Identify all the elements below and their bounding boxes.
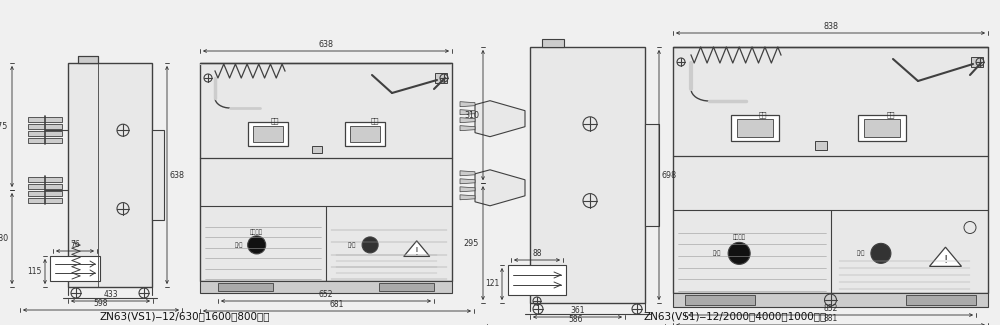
Polygon shape (460, 102, 475, 107)
Bar (508, 265, 566, 295)
Text: ZN63(VS1)‒12/630～1600（800柜）: ZN63(VS1)‒12/630～1600（800柜） (100, 311, 270, 321)
Text: 280: 280 (0, 234, 8, 243)
Bar (200, 63, 452, 281)
Bar (542, 39, 564, 47)
Bar (28, 177, 62, 182)
Polygon shape (460, 187, 475, 192)
Bar (28, 131, 62, 136)
Polygon shape (475, 170, 525, 206)
Bar (200, 63, 452, 65)
Bar (858, 115, 906, 141)
Text: 361: 361 (570, 306, 585, 315)
Text: 852: 852 (823, 304, 838, 313)
Text: 310: 310 (464, 111, 479, 120)
Bar (906, 295, 976, 305)
Text: 838: 838 (823, 22, 838, 31)
Polygon shape (460, 171, 475, 176)
Bar (78, 56, 98, 63)
Text: 合/分: 合/分 (348, 242, 356, 248)
Polygon shape (475, 101, 525, 137)
Text: 合闸: 合闸 (371, 117, 379, 124)
Polygon shape (929, 247, 961, 266)
Bar (68, 63, 152, 287)
Bar (200, 63, 452, 281)
Bar (28, 184, 62, 189)
Text: 638: 638 (318, 40, 334, 49)
Text: 295: 295 (464, 239, 479, 248)
Bar (50, 256, 100, 281)
Text: 598: 598 (94, 299, 108, 308)
Text: 分/合: 分/合 (713, 251, 721, 256)
Text: 分闸: 分闸 (759, 111, 767, 118)
Bar (864, 119, 900, 137)
Text: 合闸: 合闸 (887, 111, 895, 118)
Bar (815, 141, 827, 150)
Bar (673, 293, 988, 307)
Polygon shape (404, 241, 430, 256)
Bar (312, 147, 322, 153)
Polygon shape (435, 73, 447, 83)
Text: 88: 88 (532, 249, 542, 258)
Bar (530, 47, 645, 303)
Bar (28, 117, 62, 122)
Text: 433: 433 (103, 290, 118, 299)
Text: ZN63(VS1)‒12/2000～4000（1000柜）: ZN63(VS1)‒12/2000～4000（1000柜） (643, 311, 827, 321)
Text: 121: 121 (485, 280, 499, 289)
Bar (673, 47, 988, 293)
Text: 76: 76 (70, 240, 80, 249)
Text: !: ! (415, 247, 419, 257)
Text: 分闸: 分闸 (271, 117, 279, 124)
Bar (28, 198, 62, 203)
Bar (530, 47, 645, 303)
Bar (350, 126, 380, 142)
Bar (152, 130, 164, 220)
Bar (78, 56, 98, 63)
Text: 586: 586 (569, 315, 583, 324)
Polygon shape (460, 195, 475, 200)
Text: 储能指示: 储能指示 (733, 235, 746, 240)
Bar (685, 295, 755, 305)
Text: 分/合: 分/合 (235, 242, 243, 248)
Bar (737, 119, 773, 137)
Text: 652: 652 (319, 290, 333, 299)
Circle shape (362, 237, 378, 253)
Polygon shape (460, 179, 475, 184)
Text: !: ! (943, 255, 948, 266)
Text: 合/分: 合/分 (857, 251, 865, 256)
Bar (248, 123, 288, 147)
Text: 115: 115 (28, 267, 42, 276)
Text: 储能指示: 储能指示 (250, 229, 263, 235)
Text: 881: 881 (823, 314, 838, 323)
Text: 698: 698 (662, 171, 677, 179)
Bar (68, 63, 152, 287)
Bar (731, 115, 779, 141)
Circle shape (871, 243, 891, 263)
Bar (673, 47, 988, 293)
Polygon shape (460, 110, 475, 115)
Bar (28, 191, 62, 196)
Bar (379, 283, 434, 291)
Text: 638: 638 (170, 171, 185, 179)
Bar (28, 138, 62, 143)
Bar (645, 124, 659, 226)
Bar (345, 123, 385, 147)
Bar (200, 281, 452, 293)
Bar (218, 283, 273, 291)
Circle shape (728, 242, 750, 264)
Bar (28, 124, 62, 129)
Circle shape (248, 236, 266, 254)
Polygon shape (971, 57, 983, 67)
Polygon shape (460, 118, 475, 123)
Bar (253, 126, 283, 142)
Text: 275: 275 (0, 122, 8, 131)
Text: 681: 681 (330, 300, 344, 309)
Polygon shape (460, 126, 475, 131)
